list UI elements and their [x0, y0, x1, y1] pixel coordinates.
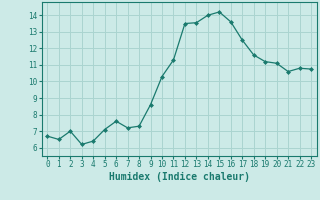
X-axis label: Humidex (Indice chaleur): Humidex (Indice chaleur) [109, 172, 250, 182]
